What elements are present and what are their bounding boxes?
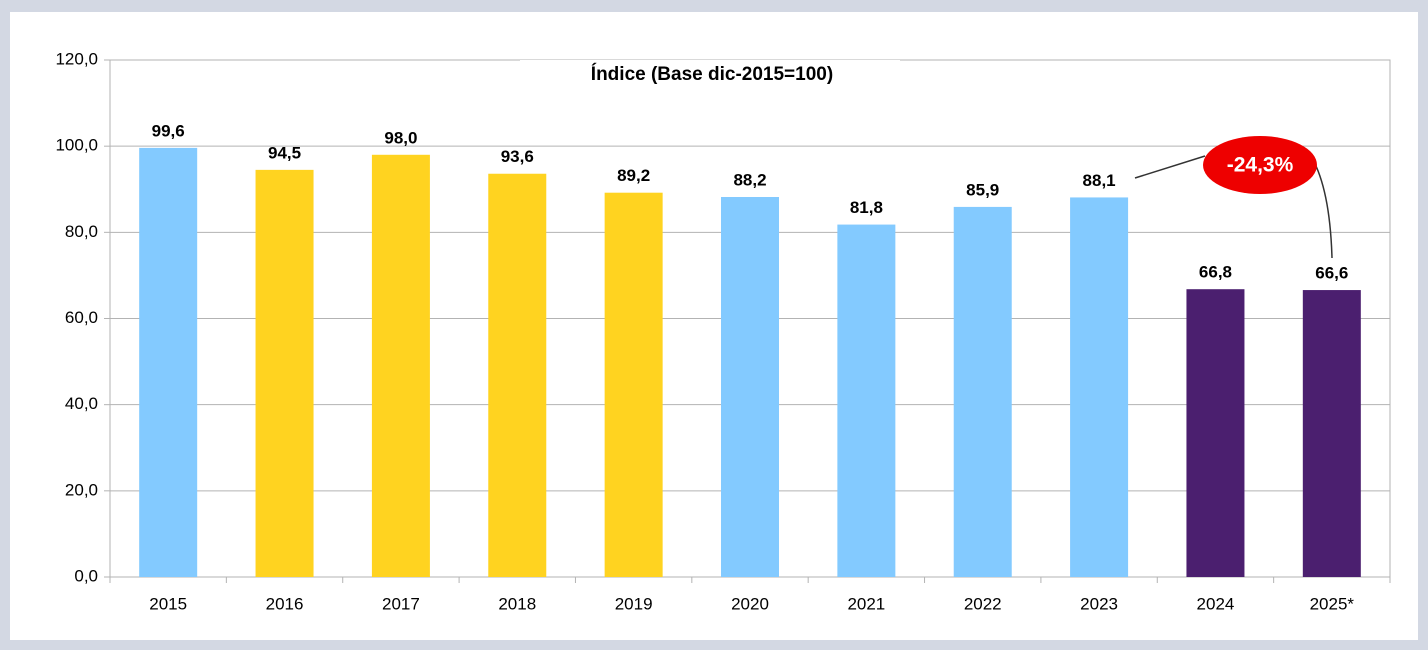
x-tick-label: 2022 (964, 594, 1002, 613)
value-label: 98,0 (384, 128, 417, 147)
annotation: -24,3% (1227, 154, 1294, 177)
bar (255, 169, 314, 578)
x-tick-label: 2023 (1080, 594, 1118, 613)
value-label: 99,6 (152, 121, 185, 140)
value-label: 81,8 (850, 198, 883, 217)
value-label: 66,8 (1199, 263, 1232, 282)
x-tick-label: 2016 (266, 594, 304, 613)
bar (953, 206, 1012, 577)
y-tick-label: 40,0 (65, 394, 98, 413)
bar (488, 173, 547, 578)
bar (1070, 197, 1129, 577)
y-tick-label: 0,0 (74, 566, 98, 585)
value-label: 66,6 (1315, 264, 1348, 283)
value-label: 94,5 (268, 143, 301, 162)
x-tick-label: 2017 (382, 594, 420, 613)
x-tick-label: 2025* (1310, 594, 1355, 613)
y-tick-label: 80,0 (65, 222, 98, 241)
x-tick-label: 2024 (1197, 594, 1235, 613)
bar (721, 197, 779, 577)
x-tick-label: 2018 (498, 594, 536, 613)
title-background (520, 60, 900, 90)
value-label: 89,2 (617, 166, 650, 185)
panel (10, 12, 1418, 640)
y-tick-label: 60,0 (65, 308, 98, 327)
bar (371, 154, 430, 578)
y-tick-label: 120,0 (55, 49, 98, 68)
y-tick-label: 20,0 (65, 480, 98, 499)
chart-title: Índice (Base dic-2015=100) (591, 63, 833, 85)
value-label: 88,2 (733, 170, 766, 189)
x-tick-label: 2020 (731, 594, 769, 613)
bar (604, 192, 663, 578)
annotation-bubble (1203, 136, 1317, 194)
value-label: 85,9 (966, 180, 999, 199)
bar (1186, 289, 1245, 577)
bar (1302, 290, 1361, 577)
value-label: 88,1 (1083, 171, 1116, 190)
y-tick-label: 100,0 (55, 136, 98, 155)
x-tick-label: 2019 (615, 594, 653, 613)
connector (1134, 155, 1206, 179)
x-tick-label: 2015 (149, 594, 187, 613)
value-label: 93,6 (501, 147, 534, 166)
x-tick-label: 2021 (847, 594, 885, 613)
bar (139, 147, 198, 577)
bar (837, 224, 896, 577)
